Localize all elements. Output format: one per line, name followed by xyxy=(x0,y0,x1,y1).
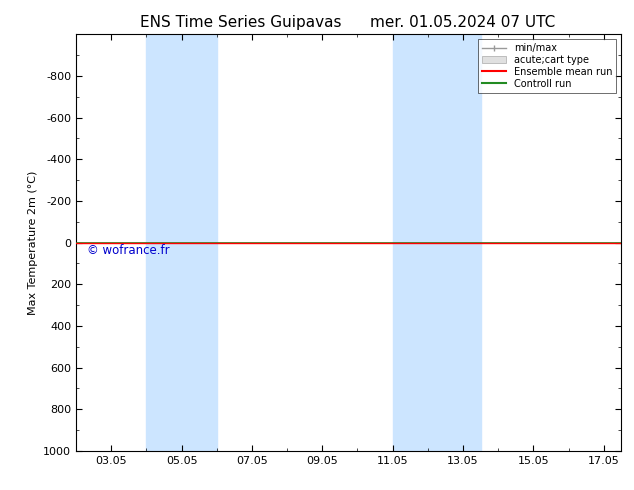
Bar xyxy=(181,34,217,451)
Text: mer. 01.05.2024 07 UTC: mer. 01.05.2024 07 UTC xyxy=(370,15,555,30)
Y-axis label: Max Temperature 2m (°C): Max Temperature 2m (°C) xyxy=(28,171,37,315)
Bar xyxy=(392,34,428,451)
Bar xyxy=(428,34,481,451)
Legend: min/max, acute;cart type, Ensemble mean run, Controll run: min/max, acute;cart type, Ensemble mean … xyxy=(478,39,616,93)
Text: ENS Time Series Guipavas: ENS Time Series Guipavas xyxy=(140,15,342,30)
Bar xyxy=(146,34,181,451)
Text: © wofrance.fr: © wofrance.fr xyxy=(87,244,170,257)
